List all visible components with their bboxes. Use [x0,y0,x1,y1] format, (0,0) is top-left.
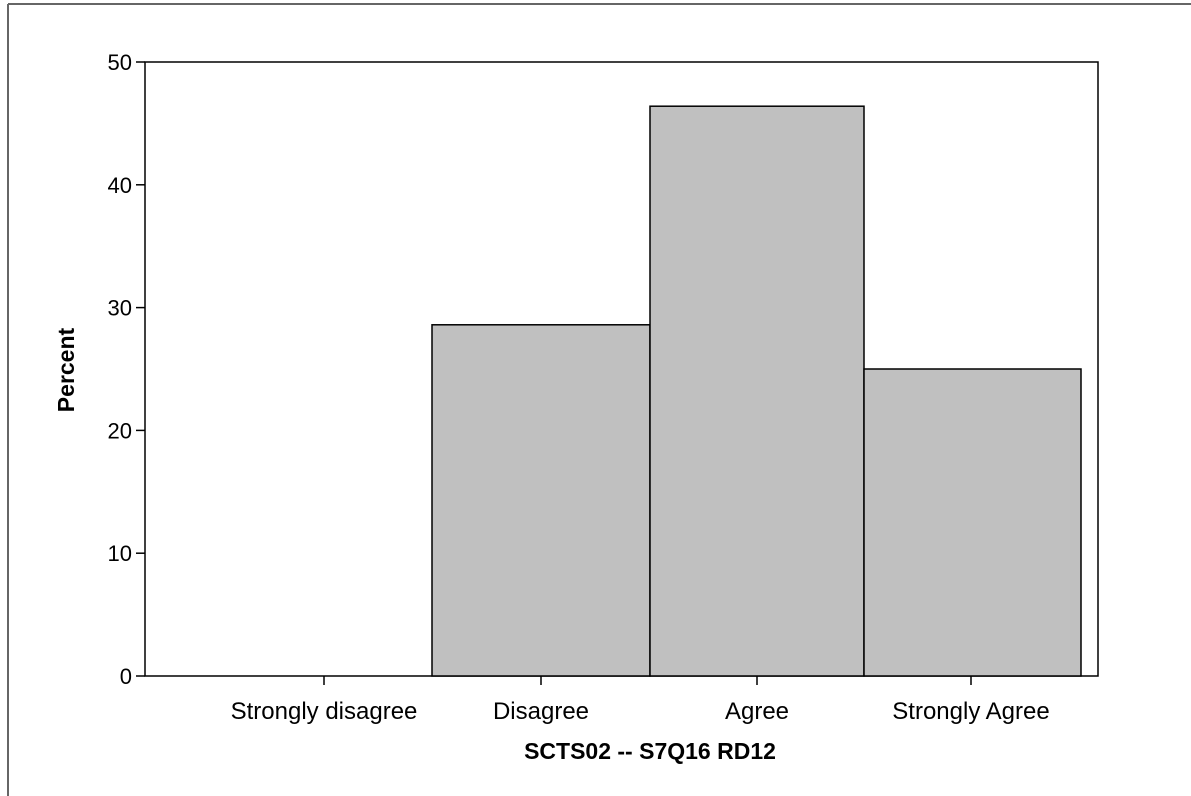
y-tick-label: 20 [108,418,132,443]
y-tick-label: 30 [108,296,132,321]
x-axis-ticks: Strongly disagree Disagree Agree Strongly A… [231,676,1050,725]
y-tick-label: 50 [108,50,132,75]
bar-strongly-agree [863,368,1082,677]
x-category-label: Strongly Agree [892,698,1049,725]
bar-disagree [431,324,651,677]
bar-agree [649,105,865,677]
y-axis-title: Percent [53,327,79,412]
x-category-label: Agree [725,698,789,725]
y-tick-label: 10 [108,541,132,566]
y-axis-ticks: 0 10 20 30 40 50 [108,50,145,689]
bars-group [431,105,1082,677]
x-axis-title: SCTS02 -- S7Q16 RD12 [524,738,776,764]
x-category-label: Strongly disagree [231,698,418,725]
x-category-label: Disagree [493,698,589,725]
y-tick-label: 40 [108,173,132,198]
y-tick-label: 0 [120,664,132,689]
